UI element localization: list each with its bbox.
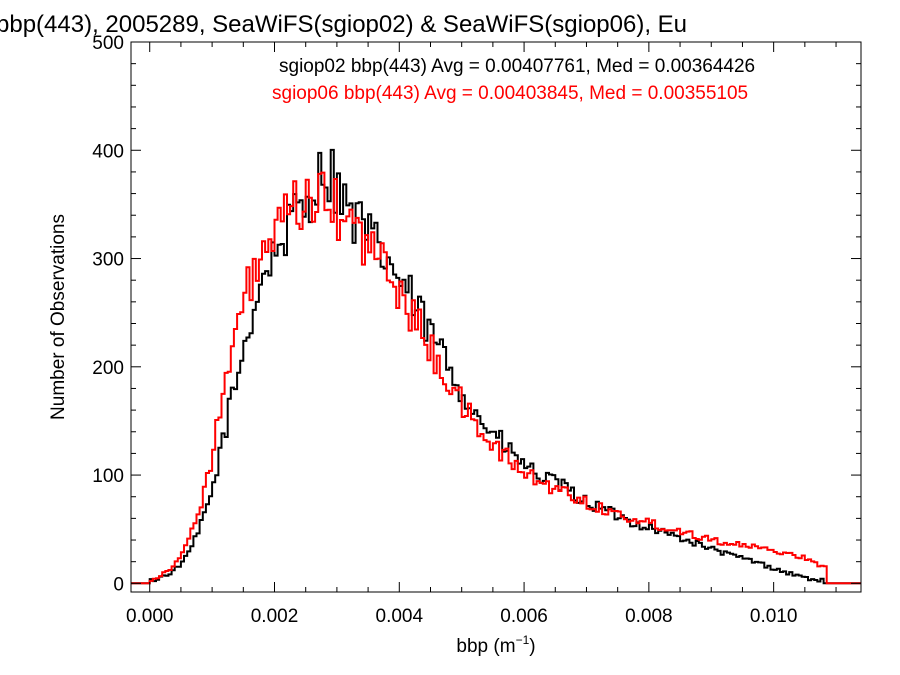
chart-title: bbp(443), 2005289, SeaWiFS(sgiop02) & Se… [0,11,687,38]
x-axis-label-close: ) [529,636,535,657]
series-sgiop02 [131,148,861,585]
series-sgiop06 [131,171,861,585]
x-tick-label: 0.010 [750,606,798,627]
x-tick-label: 0.006 [500,606,548,627]
plot-frame [130,41,862,593]
legend-entry-sgiop06: sgiop06 bbp(443) Avg = 0.00403845, Med =… [272,83,748,104]
x-tick-label: 0.008 [625,606,673,627]
y-tick-label: 300 [92,250,124,271]
series-layer [131,148,861,585]
y-tick-label: 500 [92,33,124,54]
x-axis-label-superscript: −1 [516,633,530,647]
x-tick-label: 0.004 [376,606,424,627]
y-axis-label: Number of Observations [48,214,69,420]
y-tick-label: 200 [92,358,124,379]
y-tick-label: 100 [92,466,124,487]
x-tick-label: 0.002 [251,606,299,627]
x-axis-label: bbp (m−1) [456,633,535,657]
y-tick-label: 400 [92,141,124,162]
ticks-layer: 0.000 0.002 0.004 0.006 0.008 0.010 0 100 200 300… [92,33,861,627]
x-tick-label: 0.000 [126,606,174,627]
x-axis-label-main: bbp (m [456,636,515,657]
legend-entry-sgiop02: sgiop02 bbp(443) Avg = 0.00407761, Med =… [279,56,755,77]
y-tick-label: 0 [113,574,124,595]
